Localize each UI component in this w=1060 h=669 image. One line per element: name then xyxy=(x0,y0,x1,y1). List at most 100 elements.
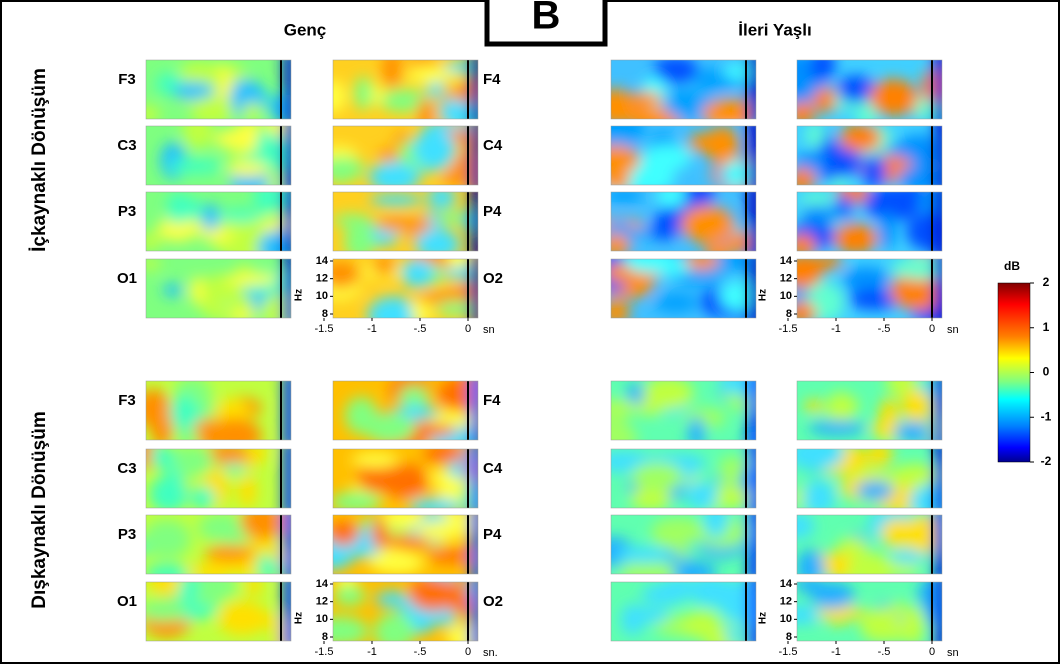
blob xyxy=(836,196,853,212)
edge xyxy=(748,371,762,450)
y-tick-label: 10 xyxy=(316,290,328,302)
heatmap xyxy=(132,50,297,129)
electrode-label: P4 xyxy=(483,203,502,220)
edge xyxy=(470,116,484,195)
electrode-label: P4 xyxy=(483,526,502,543)
heatmap xyxy=(316,243,489,335)
y-tick-label: 14 xyxy=(316,255,329,267)
blob xyxy=(140,232,161,251)
edge xyxy=(283,249,297,328)
y-axis-label: Hz xyxy=(758,289,769,301)
blob xyxy=(808,421,866,436)
blob xyxy=(381,464,428,498)
blob xyxy=(800,192,834,205)
blob xyxy=(688,417,705,450)
electrode-label: C4 xyxy=(483,460,503,477)
x-tick-label: -1 xyxy=(831,323,841,335)
heatmap xyxy=(138,567,297,658)
blob xyxy=(871,421,896,436)
heatmap xyxy=(140,182,304,265)
electrode-label: O1 xyxy=(117,270,137,287)
blob xyxy=(144,564,192,583)
heatmap xyxy=(317,116,498,195)
heatmap xyxy=(332,182,489,261)
x-tick-label: 0 xyxy=(929,646,935,658)
blob xyxy=(867,441,892,466)
column-title: İleri Yaşlı xyxy=(738,20,811,39)
x-tick-label: -1.5 xyxy=(779,323,798,335)
blob xyxy=(901,389,931,423)
blob xyxy=(374,613,415,652)
blob xyxy=(656,186,685,208)
colorbar-tick-label: 0 xyxy=(1043,365,1050,379)
blob xyxy=(906,213,954,251)
blob xyxy=(351,452,399,468)
blob xyxy=(801,205,837,225)
heatmap xyxy=(127,504,297,586)
blob xyxy=(808,50,836,80)
heatmap xyxy=(311,505,484,584)
blob xyxy=(227,162,269,177)
x-tick-label: -1 xyxy=(367,646,377,658)
y-axis-label: Hz xyxy=(294,612,305,624)
blob xyxy=(190,486,215,509)
blob xyxy=(364,412,415,443)
heatmap xyxy=(135,371,297,454)
blob xyxy=(427,186,456,209)
blob xyxy=(399,386,429,408)
blob xyxy=(788,234,816,258)
blob xyxy=(320,157,364,181)
blob xyxy=(135,389,171,428)
column-title: Genç xyxy=(284,20,327,39)
edge xyxy=(283,116,297,195)
x-unit-label: sn xyxy=(947,324,959,336)
y-tick-label: 10 xyxy=(316,613,328,625)
blob xyxy=(179,572,199,602)
blob xyxy=(722,64,766,80)
blob xyxy=(167,191,189,224)
electrode-label: C3 xyxy=(117,460,136,477)
blob xyxy=(205,545,255,562)
heatmap xyxy=(311,569,484,652)
blob xyxy=(631,462,684,491)
colorbar-label: dB xyxy=(1004,259,1020,273)
blob xyxy=(718,369,772,395)
blob xyxy=(218,209,262,222)
blob xyxy=(172,446,214,477)
electrode-label: C3 xyxy=(117,137,136,154)
edge xyxy=(748,249,762,328)
blob xyxy=(669,88,701,121)
edge xyxy=(748,439,762,518)
heatmap-blobs xyxy=(589,108,763,200)
heatmap xyxy=(788,181,957,261)
heatmap xyxy=(586,369,776,453)
blob xyxy=(835,396,858,414)
blob xyxy=(804,400,823,412)
blob xyxy=(428,82,445,97)
blob xyxy=(417,521,468,541)
heatmap xyxy=(320,49,496,133)
blob xyxy=(413,129,456,168)
x-tick-label: -1 xyxy=(367,323,377,335)
y-axis-label: Hz xyxy=(294,289,305,301)
blob xyxy=(796,549,824,586)
y-tick-label: 8 xyxy=(786,631,792,643)
heatmap xyxy=(333,371,498,454)
blob xyxy=(191,381,212,405)
blob xyxy=(375,217,420,232)
blob xyxy=(862,154,886,189)
blob xyxy=(378,148,399,162)
blob xyxy=(143,519,191,558)
blob xyxy=(642,145,691,171)
y-tick-label: 12 xyxy=(316,596,328,608)
blob xyxy=(369,551,424,574)
blob xyxy=(168,159,223,174)
blob xyxy=(686,481,717,510)
blob xyxy=(382,49,401,89)
figure: B Genç İleri Yaşlı İçkaynaklı Dönüşüm Dı… xyxy=(0,0,1060,664)
colorbar-tick-label: -1 xyxy=(1041,409,1052,423)
y-tick-label: 14 xyxy=(780,255,793,267)
section-title: Dışkaynaklı Dönüşüm xyxy=(29,411,50,608)
blob xyxy=(839,124,882,152)
blob xyxy=(423,444,466,464)
